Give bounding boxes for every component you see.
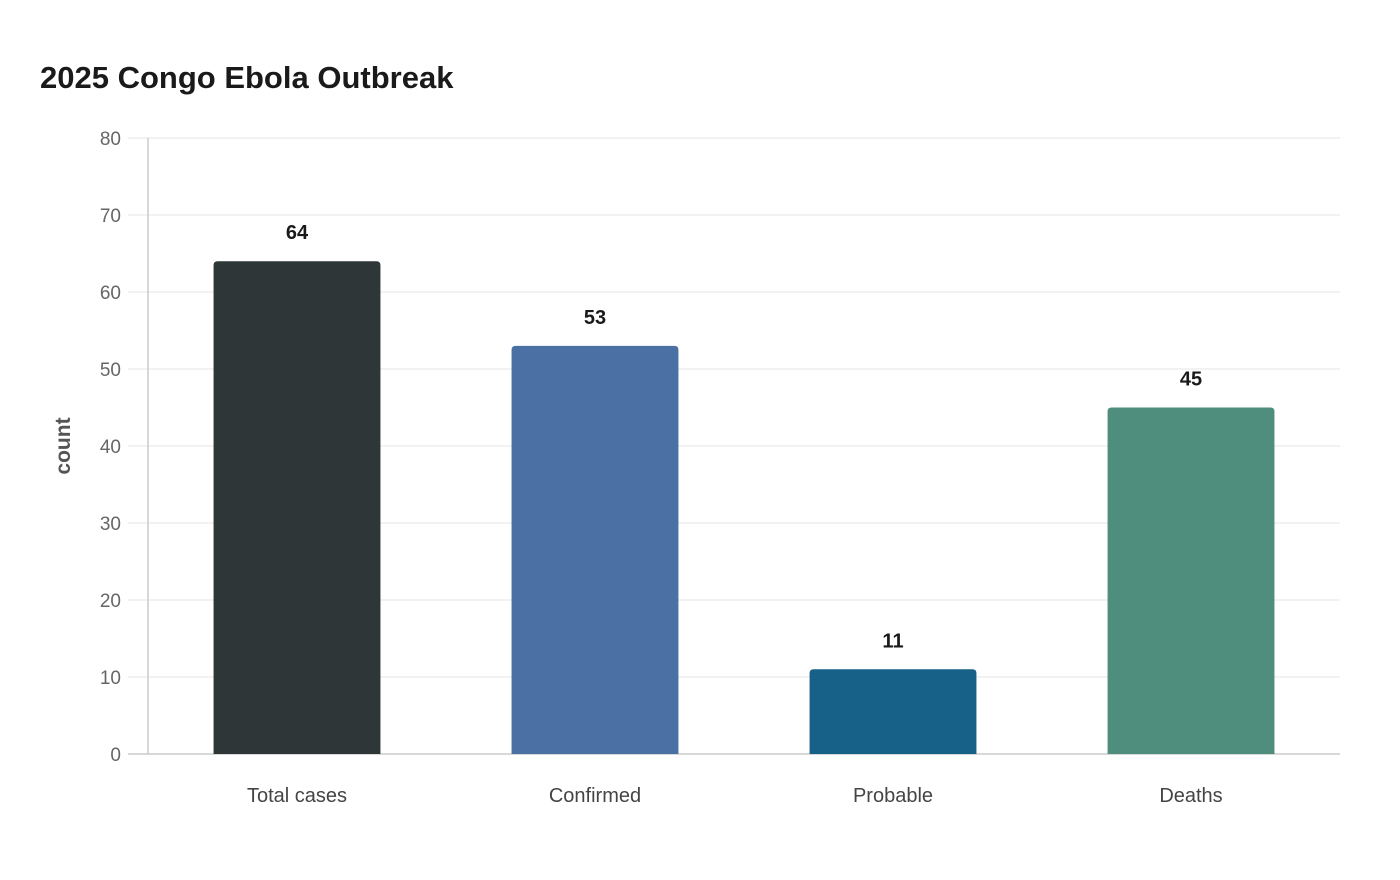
y-axis-title: count <box>52 417 75 474</box>
data-labels: 64 53 11 45 <box>286 222 1202 652</box>
bar-deaths <box>1107 407 1275 754</box>
data-label: 11 <box>882 630 903 652</box>
y-tick-label: 30 <box>100 514 121 535</box>
bars <box>213 261 1275 754</box>
y-tick-label: 80 <box>100 129 121 150</box>
x-tick-label: Probable <box>853 785 933 807</box>
data-label: 64 <box>286 222 309 244</box>
x-axis-ticks: Total cases Confirmed Probable Deaths <box>247 785 1223 807</box>
data-label: 53 <box>584 307 606 329</box>
chart-title: 2025 Congo Ebola Outbreak <box>40 60 454 95</box>
y-tick-label: 0 <box>110 745 121 766</box>
y-tick-label: 10 <box>100 668 121 689</box>
y-tick-label: 40 <box>100 437 121 458</box>
y-tick-label: 70 <box>100 206 121 227</box>
x-tick-label: Deaths <box>1159 785 1222 807</box>
y-tick-label: 60 <box>100 283 121 304</box>
data-label: 45 <box>1180 369 1202 391</box>
x-tick-label: Confirmed <box>549 785 641 807</box>
bar-confirmed <box>511 345 679 754</box>
y-tick-label: 20 <box>100 591 121 612</box>
y-axis-ticks: 0 10 20 30 40 50 60 70 80 <box>100 129 121 766</box>
bar-total-cases <box>213 261 381 754</box>
bar-probable <box>809 669 977 754</box>
x-tick-label: Total cases <box>247 785 347 807</box>
y-tick-label: 50 <box>100 360 121 381</box>
